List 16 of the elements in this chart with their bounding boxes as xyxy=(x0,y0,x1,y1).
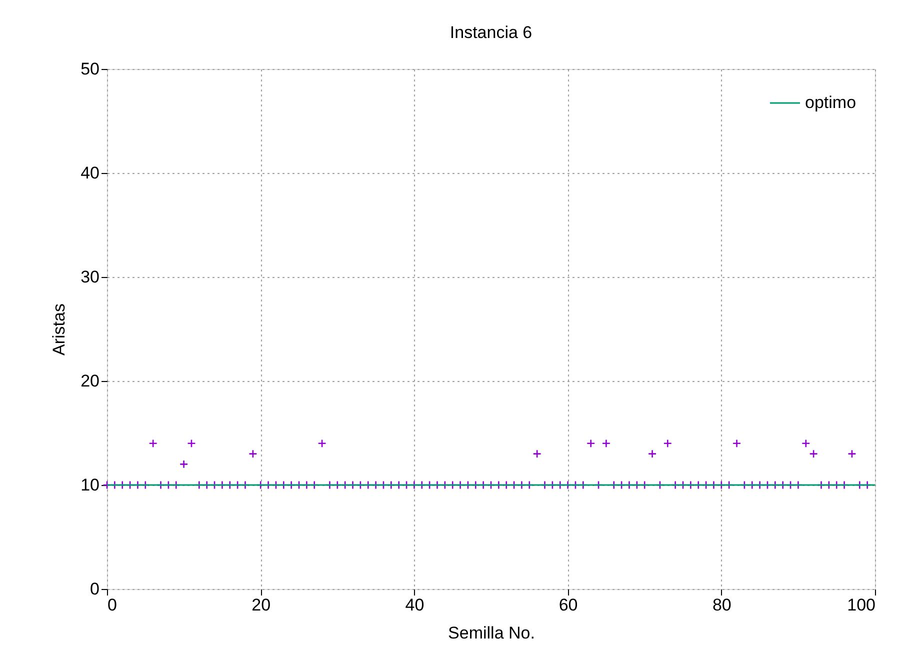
x-tick-label: 60 xyxy=(558,596,578,614)
y-tick-label: 20 xyxy=(80,372,100,390)
x-tick-label: 100 xyxy=(847,596,876,614)
y-tick-label: 0 xyxy=(90,580,100,598)
legend-label: optimo xyxy=(805,93,856,112)
y-tick-label: 40 xyxy=(80,164,100,182)
y-tick-label: 30 xyxy=(80,268,100,286)
y-axis-title: Aristas xyxy=(50,304,69,356)
x-tick-label: 20 xyxy=(252,596,271,614)
x-tick-label: 40 xyxy=(405,596,424,614)
x-tick-label: 0 xyxy=(108,596,117,614)
chart-title: Instancia 6 xyxy=(450,23,532,42)
y-tick-label: 10 xyxy=(80,476,100,494)
x-tick-label: 80 xyxy=(712,596,732,614)
x-axis-title: Semilla No. xyxy=(448,624,535,642)
y-tick-label: 50 xyxy=(80,60,100,78)
